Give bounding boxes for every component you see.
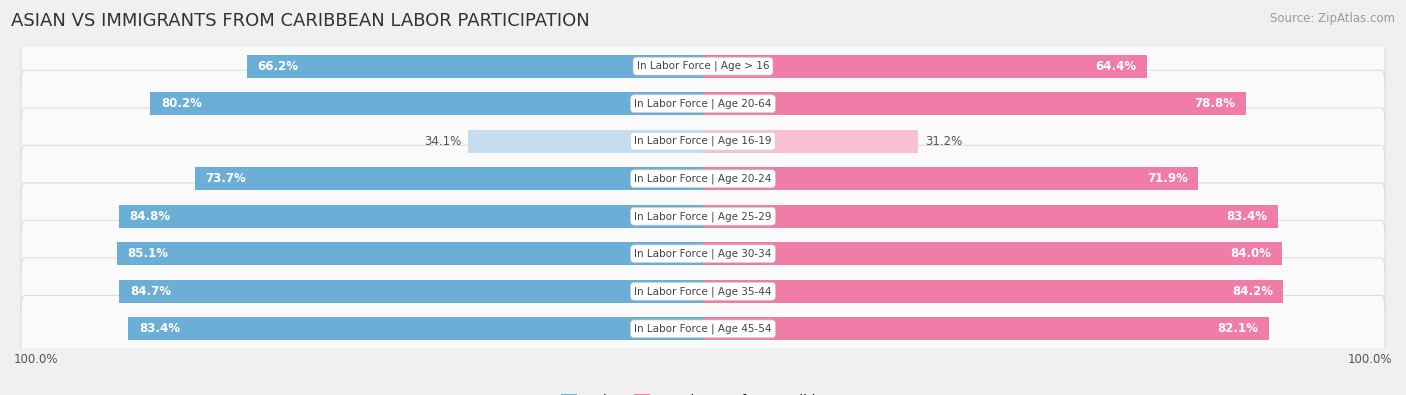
Text: 84.0%: 84.0% bbox=[1230, 247, 1271, 260]
Text: In Labor Force | Age 25-29: In Labor Force | Age 25-29 bbox=[634, 211, 772, 222]
Bar bbox=[703, 167, 1198, 190]
Text: 73.7%: 73.7% bbox=[205, 172, 246, 185]
Text: 85.1%: 85.1% bbox=[127, 247, 169, 260]
Bar bbox=[150, 92, 703, 115]
Bar bbox=[120, 280, 703, 303]
Bar bbox=[247, 55, 703, 78]
Text: 84.2%: 84.2% bbox=[1232, 285, 1272, 298]
Text: ASIAN VS IMMIGRANTS FROM CARIBBEAN LABOR PARTICIPATION: ASIAN VS IMMIGRANTS FROM CARIBBEAN LABOR… bbox=[11, 12, 591, 30]
Text: 82.1%: 82.1% bbox=[1218, 322, 1258, 335]
Text: 84.7%: 84.7% bbox=[129, 285, 170, 298]
Bar bbox=[128, 317, 703, 340]
FancyBboxPatch shape bbox=[21, 108, 1385, 175]
Text: 100.0%: 100.0% bbox=[14, 353, 59, 366]
Bar bbox=[703, 242, 1282, 265]
Text: 100.0%: 100.0% bbox=[1347, 353, 1392, 366]
Text: In Labor Force | Age 16-19: In Labor Force | Age 16-19 bbox=[634, 136, 772, 147]
Text: 64.4%: 64.4% bbox=[1095, 60, 1136, 73]
Text: In Labor Force | Age 30-34: In Labor Force | Age 30-34 bbox=[634, 248, 772, 259]
Text: In Labor Force | Age 35-44: In Labor Force | Age 35-44 bbox=[634, 286, 772, 297]
Text: 34.1%: 34.1% bbox=[425, 135, 461, 148]
Text: In Labor Force | Age 20-24: In Labor Force | Age 20-24 bbox=[634, 173, 772, 184]
Text: Source: ZipAtlas.com: Source: ZipAtlas.com bbox=[1270, 12, 1395, 25]
Bar bbox=[703, 205, 1278, 228]
FancyBboxPatch shape bbox=[21, 258, 1385, 325]
Text: 71.9%: 71.9% bbox=[1147, 172, 1188, 185]
Bar bbox=[117, 242, 703, 265]
Bar bbox=[118, 205, 703, 228]
Bar bbox=[703, 317, 1268, 340]
Bar bbox=[703, 130, 918, 153]
Bar bbox=[195, 167, 703, 190]
Text: 66.2%: 66.2% bbox=[257, 60, 298, 73]
FancyBboxPatch shape bbox=[21, 295, 1385, 362]
Text: 84.8%: 84.8% bbox=[129, 210, 170, 223]
FancyBboxPatch shape bbox=[21, 33, 1385, 100]
FancyBboxPatch shape bbox=[21, 145, 1385, 212]
FancyBboxPatch shape bbox=[21, 70, 1385, 137]
Text: 78.8%: 78.8% bbox=[1195, 97, 1236, 110]
FancyBboxPatch shape bbox=[21, 183, 1385, 250]
Text: 83.4%: 83.4% bbox=[139, 322, 180, 335]
Bar bbox=[468, 130, 703, 153]
FancyBboxPatch shape bbox=[21, 220, 1385, 287]
Bar bbox=[703, 280, 1284, 303]
Bar bbox=[703, 92, 1246, 115]
Text: 31.2%: 31.2% bbox=[925, 135, 962, 148]
Text: In Labor Force | Age 45-54: In Labor Force | Age 45-54 bbox=[634, 324, 772, 334]
Text: In Labor Force | Age > 16: In Labor Force | Age > 16 bbox=[637, 61, 769, 71]
Bar bbox=[703, 55, 1147, 78]
Text: 83.4%: 83.4% bbox=[1226, 210, 1267, 223]
Text: 80.2%: 80.2% bbox=[160, 97, 201, 110]
Legend: Asian, Immigrants from Caribbean: Asian, Immigrants from Caribbean bbox=[561, 394, 845, 395]
Text: In Labor Force | Age 20-64: In Labor Force | Age 20-64 bbox=[634, 98, 772, 109]
